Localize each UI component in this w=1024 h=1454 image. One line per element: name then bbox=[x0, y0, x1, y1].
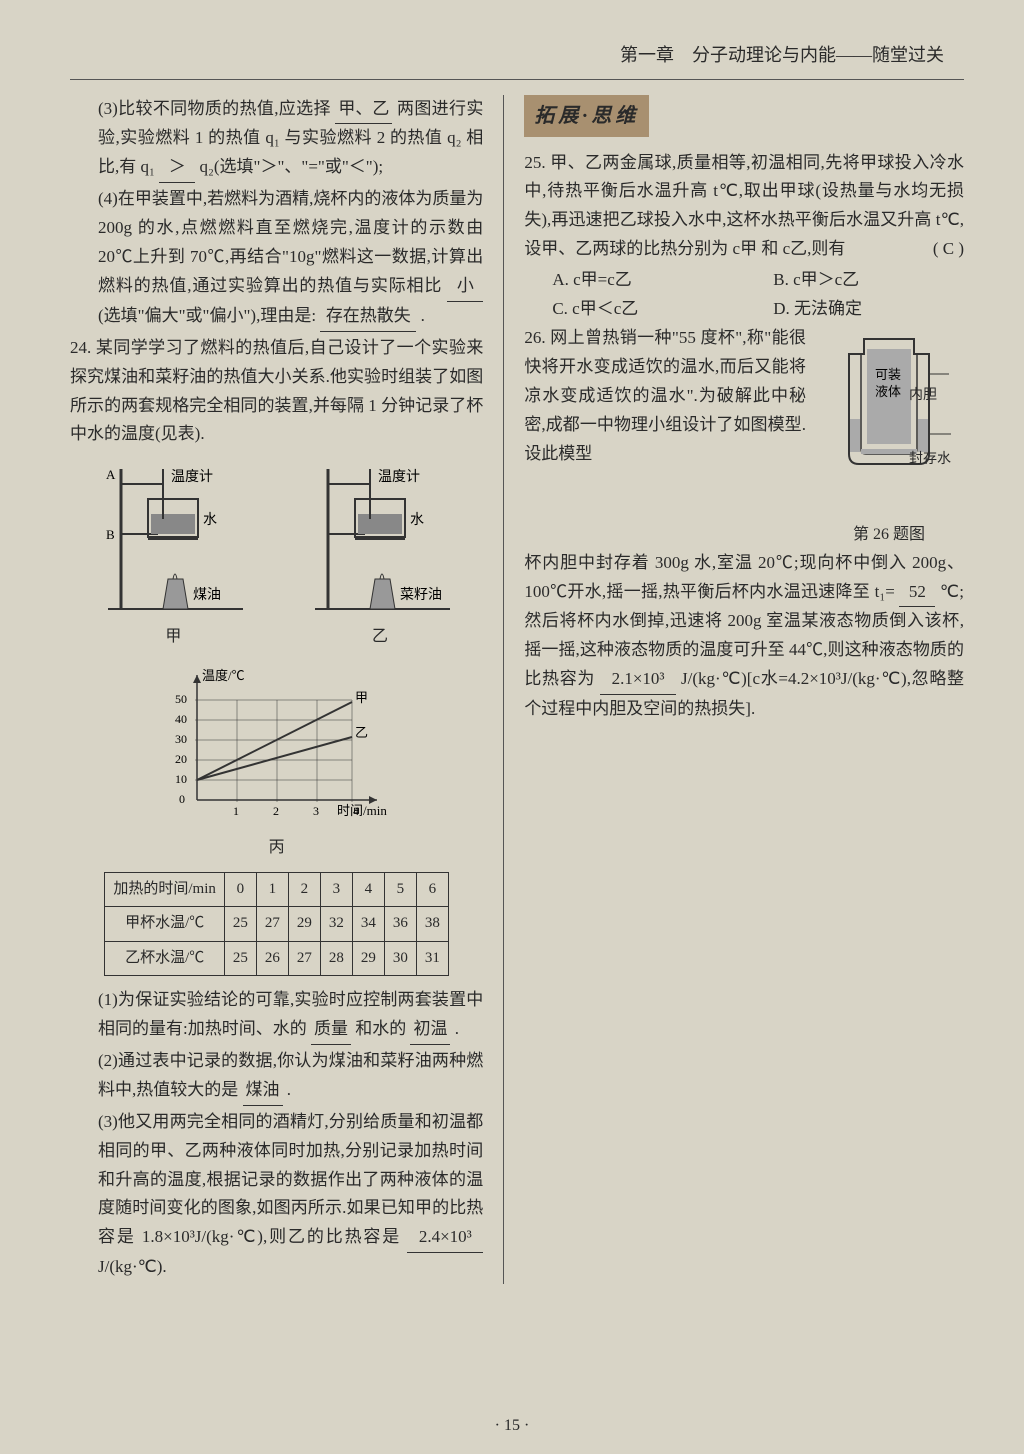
svg-text:煤油: 煤油 bbox=[193, 587, 221, 603]
blank-c: 2.1×10³ bbox=[600, 665, 676, 695]
svg-text:水: 水 bbox=[203, 512, 217, 528]
svg-text:3: 3 bbox=[313, 804, 319, 818]
text: q₂(选填"＞"、"="或"＜"); bbox=[199, 157, 383, 176]
svg-text:甲: 甲 bbox=[355, 690, 368, 705]
q24-table: 加热的时间/min 0 1 2 3 4 5 6 甲杯水温/℃ 25 27 29 … bbox=[104, 872, 449, 977]
q26-caption: 第 26 题图 bbox=[814, 521, 964, 548]
choice-d: D. 无法确定 bbox=[773, 295, 954, 324]
blank-small: 小 bbox=[447, 272, 483, 302]
svg-text:2: 2 bbox=[273, 804, 279, 818]
header-cell: 加热的时间/min bbox=[105, 872, 225, 907]
svg-text:温度/℃: 温度/℃ bbox=[202, 668, 245, 683]
blank-compare: ＞ bbox=[159, 153, 195, 183]
left-column: (3)比较不同物质的热值,应选择 甲、乙 两图进行实验,实验燃料 1 的热值 q… bbox=[70, 95, 503, 1284]
q25-answer: ( C ) bbox=[933, 235, 964, 264]
svg-text:时间/min: 时间/min bbox=[337, 803, 387, 818]
q24-sub2: (2)通过表中记录的数据,你认为煤油和菜籽油两种燃料中,热值较大的是 煤油 . bbox=[70, 1047, 483, 1106]
text: (选填"偏大"或"偏小"),理由是: bbox=[98, 306, 316, 325]
q23-part4: (4)在甲装置中,若燃料为酒精,烧杯内的液体为质量为 200g 的水,点燃燃料直… bbox=[70, 185, 483, 331]
q26-figure: 可装 液体 内胆 封存水 第 26 题图 bbox=[814, 324, 964, 549]
choice-c: C. c甲＜c乙 bbox=[552, 295, 638, 324]
q25: 25. 甲、乙两金属球,质量相等,初温相同,先将甲球投入冷水中,待热平衡后水温升… bbox=[524, 149, 964, 265]
q24: 24. 某同学学习了燃料的热值后,自己设计了一个实验来探究煤油和菜籽油的热值大小… bbox=[70, 334, 483, 450]
right-column: 拓展·思维 25. 甲、乙两金属球,质量相等,初温相同,先将甲球投入冷水中,待热… bbox=[503, 95, 964, 1284]
q26-mid1: 杯内胆中封存着 300g 水,室温 20℃;现向杯中倒入 200g、100℃开水… bbox=[524, 553, 964, 601]
q24-number: 24. bbox=[70, 338, 91, 357]
apparatus-yi-svg: 温度计 水 菜籽油 bbox=[310, 459, 450, 619]
blank-reason: 存在热散失 bbox=[320, 302, 416, 332]
q25-choices-ab: A. c甲=c乙 B. c甲＞c乙 bbox=[524, 266, 964, 295]
svg-text:可装: 可装 bbox=[875, 367, 901, 382]
q24-sub3: (3)他又用两完全相同的酒精灯,分别给质量和初温都相同的甲、乙两种液体同时加热,… bbox=[70, 1108, 483, 1282]
text: . bbox=[421, 306, 425, 325]
label-jia: 甲 bbox=[103, 623, 243, 650]
svg-text:温度计: 温度计 bbox=[171, 469, 213, 485]
blank-t1: 52 bbox=[899, 578, 935, 608]
choice-a: A. c甲=c乙 bbox=[552, 266, 631, 295]
svg-text:水: 水 bbox=[410, 512, 424, 528]
blank-kerosene: 煤油 bbox=[243, 1076, 283, 1106]
svg-text:20: 20 bbox=[175, 752, 187, 766]
svg-text:菜籽油: 菜籽油 bbox=[400, 587, 442, 603]
q26-lead: 网上曾热销一种"55 度杯",称"能很快将开水变成适饮的温水,而后又能将凉水变成… bbox=[524, 328, 806, 463]
label-inner-wall: 内胆 bbox=[909, 384, 1024, 408]
q23-part3: (3)比较不同物质的热值,应选择 甲、乙 两图进行实验,实验燃料 1 的热值 q… bbox=[70, 95, 483, 184]
apparatus-jia-svg: 温度计 水 煤油 A B bbox=[103, 459, 243, 619]
table-row: 加热的时间/min 0 1 2 3 4 5 6 bbox=[105, 872, 449, 907]
text: (3)比较不同物质的热值,应选择 bbox=[98, 99, 331, 118]
svg-text:30: 30 bbox=[175, 732, 187, 746]
page-header: 第一章 分子动理论与内能——随堂过关 bbox=[70, 40, 964, 80]
svg-text:1: 1 bbox=[233, 804, 239, 818]
svg-text:B: B bbox=[106, 527, 115, 542]
page-number: · 15 · bbox=[0, 1412, 1024, 1439]
apparatus-jia: 温度计 水 煤油 A B 甲 bbox=[103, 459, 243, 650]
q26-number: 26. bbox=[524, 328, 545, 347]
section-header: 拓展·思维 bbox=[524, 95, 649, 137]
table-row: 乙杯水温/℃ 25 26 27 28 29 30 31 bbox=[105, 941, 449, 976]
q24-sub1: (1)为保证实验结论的可靠,实验时应控制两套装置中相同的量有:加热时间、水的 质… bbox=[70, 986, 483, 1045]
label-seal-water: 封存水 bbox=[909, 448, 1024, 472]
svg-text:温度计: 温度计 bbox=[378, 469, 420, 485]
q24-intro: 某同学学习了燃料的热值后,自己设计了一个实验来探究煤油和菜籽油的热值大小关系.他… bbox=[70, 338, 483, 444]
q25-number: 25. bbox=[524, 153, 545, 172]
q25-text: 甲、乙两金属球,质量相等,初温相同,先将甲球投入冷水中,待热平衡后水温升高 t℃… bbox=[524, 153, 964, 259]
svg-text:0: 0 bbox=[179, 792, 185, 806]
q25-choices-cd: C. c甲＜c乙 D. 无法确定 bbox=[524, 295, 964, 324]
label-yi: 乙 bbox=[310, 623, 450, 650]
blank-specific-heat: 2.4×10³ bbox=[407, 1223, 483, 1253]
label-bing: 丙 bbox=[70, 834, 483, 861]
svg-text:乙: 乙 bbox=[355, 725, 368, 740]
table-row: 甲杯水温/℃ 25 27 29 32 34 36 38 bbox=[105, 907, 449, 942]
choice-b: B. c甲＞c乙 bbox=[773, 266, 954, 295]
q26: 可装 液体 内胆 封存水 第 26 题图 26. 网上曾热销一种"55 度杯",… bbox=[524, 324, 964, 724]
chart-svg: 温度/℃ 时间/min 0 10 20 30 40 50 1 2 bbox=[157, 660, 397, 830]
text: (4)在甲装置中,若燃料为酒精,烧杯内的液体为质量为 200g 的水,点燃燃料直… bbox=[98, 189, 483, 295]
svg-text:液体: 液体 bbox=[875, 384, 901, 399]
svg-text:A: A bbox=[106, 467, 116, 482]
svg-text:10: 10 bbox=[175, 772, 187, 786]
apparatus-yi: 温度计 水 菜籽油 乙 bbox=[310, 459, 450, 650]
q24-apparatus-figures: 温度计 水 煤油 A B 甲 bbox=[70, 459, 483, 650]
blank-initial-temp: 初温 bbox=[410, 1015, 450, 1045]
blank-figures: 甲、乙 bbox=[335, 95, 392, 125]
blank-mass: 质量 bbox=[311, 1015, 351, 1045]
svg-text:4: 4 bbox=[353, 804, 359, 818]
q24-chart: 温度/℃ 时间/min 0 10 20 30 40 50 1 2 bbox=[70, 660, 483, 861]
svg-text:40: 40 bbox=[175, 712, 187, 726]
svg-text:50: 50 bbox=[175, 692, 187, 706]
